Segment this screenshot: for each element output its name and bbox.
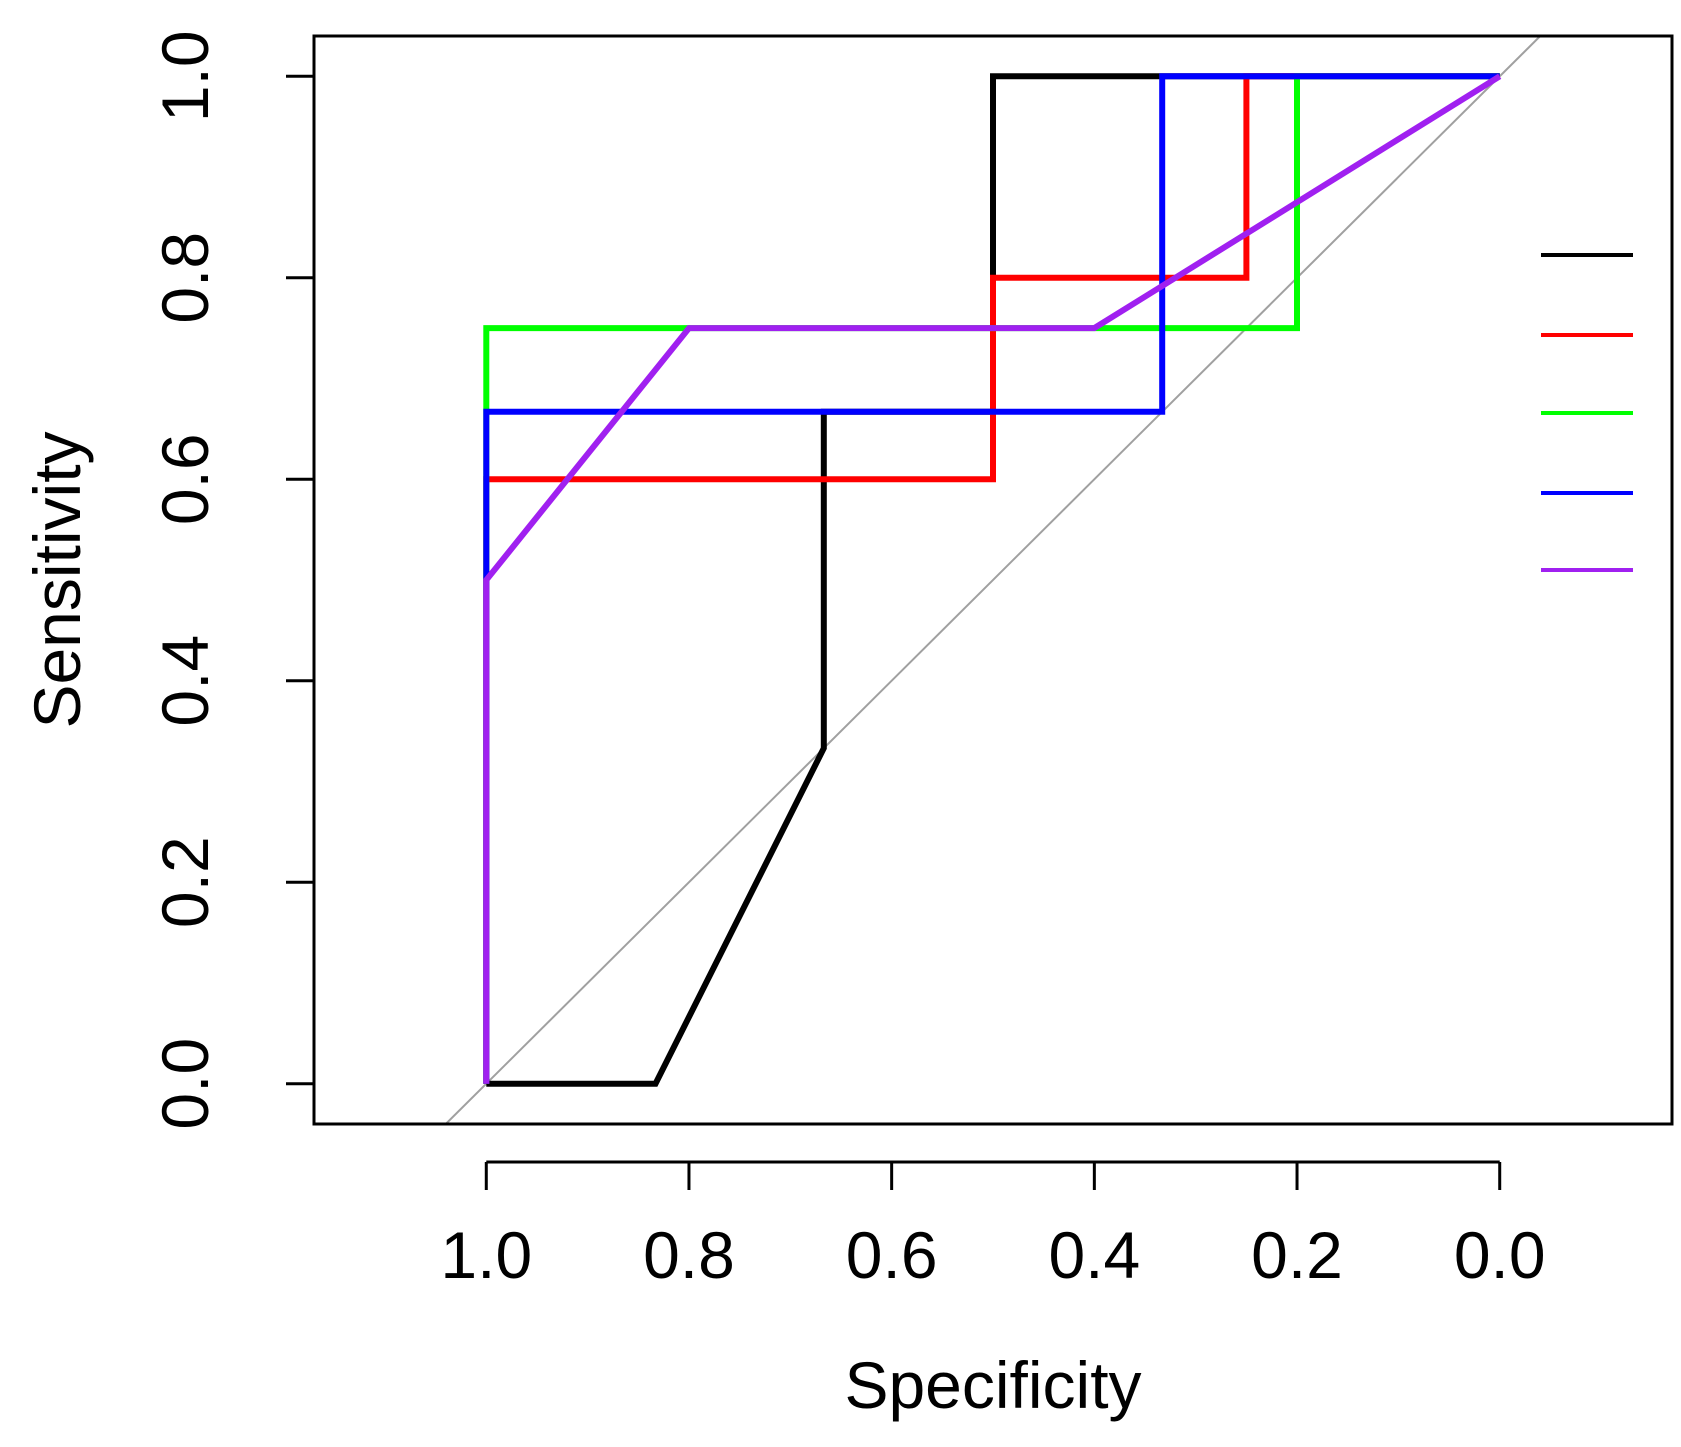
legend (1541, 253, 1633, 572)
y-tick-label: 0.4 (148, 635, 222, 727)
y-axis-title: Sensitivity (20, 431, 94, 728)
x-tick-label: 0.2 (1251, 1218, 1343, 1292)
plot-frame (312, 34, 1674, 1126)
y-axis: 0.0 0.2 0.4 0.6 0.8 1.0 (148, 30, 314, 1130)
x-tick-label: 0.4 (1048, 1218, 1140, 1292)
x-axis: 1.0 0.8 0.6 0.4 0.2 0.0 (440, 1160, 1546, 1292)
x-tick-label: 1.0 (440, 1218, 532, 1292)
x-axis-title: Specificity (844, 1348, 1141, 1422)
x-tick-label: 0.8 (643, 1218, 735, 1292)
y-tick-label: 0.8 (148, 232, 222, 324)
diagonal-reference-line (445, 36, 1541, 1124)
y-tick-label: 0.0 (148, 1038, 222, 1130)
x-tick-label: 0.6 (846, 1218, 938, 1292)
y-tick-label: 0.6 (148, 433, 222, 525)
y-tick-label: 0.2 (148, 836, 222, 928)
series-line-purple (483, 73, 1502, 1084)
y-tick-label: 1.0 (148, 30, 222, 122)
x-tick-label: 0.0 (1454, 1218, 1546, 1292)
